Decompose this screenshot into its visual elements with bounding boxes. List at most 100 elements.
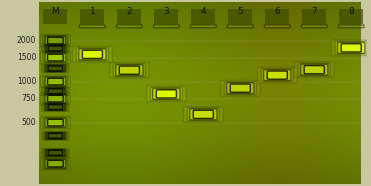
FancyBboxPatch shape [40, 34, 70, 47]
FancyBboxPatch shape [46, 150, 65, 156]
Text: 1: 1 [89, 7, 95, 16]
FancyBboxPatch shape [44, 149, 67, 156]
FancyBboxPatch shape [154, 25, 179, 28]
FancyBboxPatch shape [45, 53, 66, 62]
FancyBboxPatch shape [338, 42, 365, 53]
FancyBboxPatch shape [45, 77, 66, 86]
FancyBboxPatch shape [44, 132, 67, 140]
FancyBboxPatch shape [43, 94, 68, 104]
FancyBboxPatch shape [48, 150, 63, 155]
FancyBboxPatch shape [45, 94, 66, 103]
Bar [191, 9, 215, 24]
FancyBboxPatch shape [335, 41, 367, 54]
FancyBboxPatch shape [261, 69, 293, 81]
FancyBboxPatch shape [116, 25, 142, 28]
FancyBboxPatch shape [221, 80, 260, 96]
Bar [339, 9, 363, 24]
Text: 7: 7 [311, 7, 317, 16]
FancyBboxPatch shape [79, 25, 105, 28]
FancyBboxPatch shape [45, 159, 66, 168]
FancyBboxPatch shape [264, 70, 291, 81]
FancyBboxPatch shape [48, 105, 63, 110]
FancyBboxPatch shape [224, 82, 256, 94]
FancyBboxPatch shape [257, 67, 297, 83]
FancyBboxPatch shape [227, 25, 253, 28]
FancyBboxPatch shape [47, 37, 63, 44]
FancyBboxPatch shape [44, 88, 67, 95]
FancyBboxPatch shape [42, 103, 69, 111]
FancyBboxPatch shape [43, 159, 68, 169]
FancyBboxPatch shape [44, 103, 67, 111]
FancyBboxPatch shape [46, 65, 65, 72]
Bar [43, 9, 68, 24]
FancyBboxPatch shape [46, 133, 65, 139]
Text: 5: 5 [237, 7, 243, 16]
Text: 3: 3 [164, 7, 169, 16]
Text: 8: 8 [348, 7, 354, 16]
FancyBboxPatch shape [40, 76, 70, 88]
FancyBboxPatch shape [116, 65, 143, 76]
FancyBboxPatch shape [46, 45, 65, 52]
FancyBboxPatch shape [46, 88, 65, 94]
FancyBboxPatch shape [47, 119, 63, 126]
FancyBboxPatch shape [45, 36, 66, 45]
FancyBboxPatch shape [43, 36, 68, 46]
FancyBboxPatch shape [43, 118, 68, 128]
FancyBboxPatch shape [42, 87, 69, 96]
FancyBboxPatch shape [227, 83, 254, 94]
FancyBboxPatch shape [42, 149, 69, 157]
FancyBboxPatch shape [341, 44, 361, 52]
Text: 6: 6 [275, 7, 280, 16]
FancyBboxPatch shape [48, 46, 63, 51]
FancyBboxPatch shape [332, 40, 371, 56]
Text: M: M [52, 7, 59, 16]
FancyBboxPatch shape [73, 47, 112, 62]
FancyBboxPatch shape [301, 64, 328, 75]
Bar [154, 9, 178, 24]
Bar [228, 9, 252, 24]
FancyBboxPatch shape [76, 48, 108, 61]
FancyBboxPatch shape [338, 25, 364, 28]
FancyBboxPatch shape [40, 158, 70, 170]
FancyBboxPatch shape [150, 87, 183, 100]
Bar [302, 9, 326, 24]
FancyBboxPatch shape [48, 66, 63, 71]
FancyBboxPatch shape [46, 104, 65, 110]
Bar [80, 9, 105, 24]
FancyBboxPatch shape [44, 65, 67, 72]
FancyBboxPatch shape [44, 45, 67, 52]
FancyBboxPatch shape [42, 64, 69, 73]
FancyBboxPatch shape [187, 108, 219, 121]
FancyBboxPatch shape [193, 110, 213, 118]
FancyBboxPatch shape [43, 52, 68, 63]
FancyBboxPatch shape [79, 49, 106, 60]
FancyBboxPatch shape [265, 25, 290, 28]
Text: 1500: 1500 [17, 53, 36, 62]
FancyBboxPatch shape [190, 109, 217, 120]
Text: 2000: 2000 [17, 36, 36, 45]
FancyBboxPatch shape [110, 62, 149, 78]
FancyBboxPatch shape [147, 86, 186, 102]
FancyBboxPatch shape [113, 64, 145, 77]
FancyBboxPatch shape [301, 25, 327, 28]
FancyBboxPatch shape [40, 92, 70, 105]
FancyBboxPatch shape [295, 62, 334, 77]
FancyBboxPatch shape [42, 44, 69, 53]
FancyBboxPatch shape [82, 50, 102, 58]
FancyBboxPatch shape [304, 66, 324, 74]
FancyBboxPatch shape [119, 66, 139, 74]
Text: 750: 750 [22, 94, 36, 103]
Text: 2: 2 [127, 7, 132, 16]
FancyBboxPatch shape [40, 52, 70, 64]
FancyBboxPatch shape [190, 25, 216, 28]
FancyBboxPatch shape [42, 132, 69, 140]
FancyBboxPatch shape [43, 76, 68, 87]
FancyBboxPatch shape [230, 84, 250, 92]
FancyBboxPatch shape [47, 54, 63, 61]
Text: 1000: 1000 [17, 77, 36, 86]
FancyBboxPatch shape [48, 133, 63, 138]
Text: 500: 500 [22, 118, 36, 127]
Text: 4: 4 [200, 7, 206, 16]
FancyBboxPatch shape [153, 88, 180, 99]
FancyBboxPatch shape [47, 95, 63, 102]
